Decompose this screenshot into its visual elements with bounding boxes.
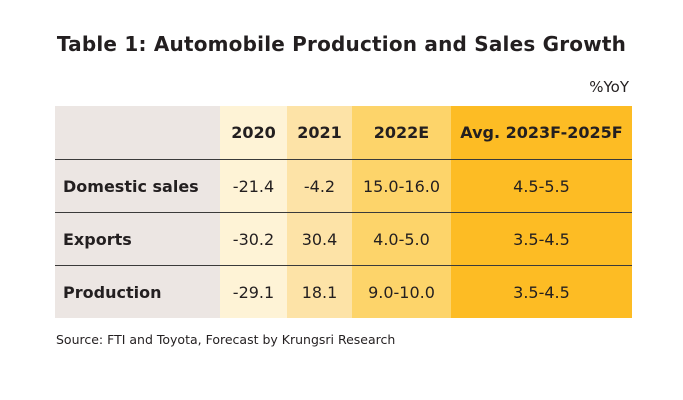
table-title: Table 1: Automobile Production and Sales…	[56, 32, 627, 56]
table-row: Production -29.1 18.1 9.0-10.0 3.5-4.5	[55, 265, 632, 318]
cell-value: 18.1	[287, 265, 352, 318]
cell-value: -29.1	[220, 265, 287, 318]
cell-value: 3.5-4.5	[451, 265, 632, 318]
table-row: Domestic sales -21.4 -4.2 15.0-16.0 4.5-…	[55, 159, 632, 213]
cell-value: 30.4	[287, 212, 352, 266]
table-row: Exports -30.2 30.4 4.0-5.0 3.5-4.5	[55, 212, 632, 266]
header-blank	[55, 106, 220, 160]
row-label-exports: Exports	[55, 212, 220, 266]
cell-value: 9.0-10.0	[352, 265, 451, 318]
row-label-production: Production	[55, 265, 220, 318]
cell-value: 15.0-16.0	[352, 159, 451, 213]
growth-table: 2020 2021 2022E Avg. 2023F-2025F Domesti…	[55, 106, 632, 318]
header-2022e: 2022E	[352, 106, 451, 160]
source-note: Source: FTI and Toyota, Forecast by Krun…	[56, 332, 396, 347]
header-row: 2020 2021 2022E Avg. 2023F-2025F	[55, 106, 632, 160]
cell-value: 4.5-5.5	[451, 159, 632, 213]
row-label-domestic-sales: Domestic sales	[55, 159, 220, 213]
unit-label: %YoY	[589, 78, 629, 96]
header-2020: 2020	[220, 106, 287, 160]
header-avg-2023f-2025f: Avg. 2023F-2025F	[451, 106, 632, 160]
cell-value: -30.2	[220, 212, 287, 266]
cell-value: 4.0-5.0	[352, 212, 451, 266]
cell-value: 3.5-4.5	[451, 212, 632, 266]
cell-value: -21.4	[220, 159, 287, 213]
header-2021: 2021	[287, 106, 352, 160]
cell-value: -4.2	[287, 159, 352, 213]
